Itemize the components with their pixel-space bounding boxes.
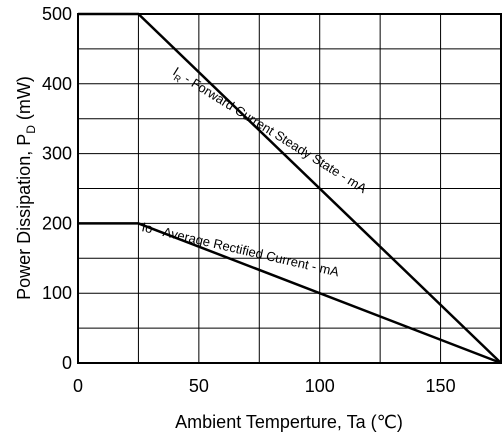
x-tick-label: 150 [426,376,456,396]
x-tick-label: 0 [73,376,83,396]
y-tick-label: 200 [42,213,72,233]
y-axis-title-sub: D [24,125,38,134]
x-axis-title: Ambient Temperture, Ta (℃) [175,412,403,432]
x-tick-label: 100 [305,376,335,396]
y-axis-title-unit: (mW) [14,76,34,125]
y-tick-label: 300 [42,144,72,164]
y-tick-label: 400 [42,74,72,94]
y-tick-label: 500 [42,4,72,24]
series-label-sub: R [172,73,183,85]
y-axis-title-main: Power Dissipation, P [14,134,34,300]
y-axis-title: Power Dissipation, PD (mW) [14,76,38,300]
series-annotations: IR - Forward Current Steady State - mA Io… [140,64,369,280]
x-tick-label: 50 [189,376,209,396]
series-label-rest: - Forward Current Steady State - mA [179,69,370,196]
tick-labels: 0 50 100 150 0 100 200 300 400 500 [42,4,456,396]
grid [77,13,502,364]
plot-frame [77,13,502,364]
y-tick-label: 100 [42,283,72,303]
series-label-average-current: Io - Average Rectified Current - mA [140,219,341,279]
series-label-main: I [170,64,181,79]
series-line-average-current [78,222,502,365]
y-tick-label: 0 [62,353,72,373]
